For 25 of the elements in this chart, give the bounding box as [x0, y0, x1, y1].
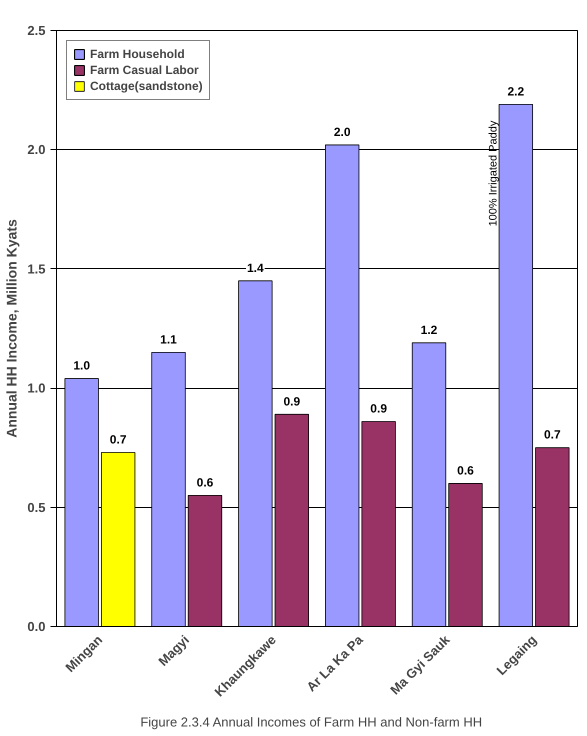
- caption: Figure 2.3.4 Annual Incomes of Farm HH and Non-farm HH: [140, 714, 482, 730]
- annotation: 100% Irrigated Paddy: [487, 120, 500, 226]
- data-label: 0.6: [196, 475, 214, 490]
- data-label: 0.7: [110, 432, 127, 446]
- y-tick-label: 0.5: [27, 500, 46, 515]
- legend-label: Cottage(sandstone): [90, 79, 203, 93]
- y-axis-title: Annual HH Income, Million Kyats: [3, 218, 20, 438]
- data-label: 1.0: [73, 358, 90, 373]
- data-label: 1.1: [160, 332, 178, 346]
- data-label: 2.2: [508, 84, 525, 98]
- y-tick-label: 1.5: [27, 261, 46, 276]
- data-label: 0.9: [370, 401, 388, 416]
- data-label: 0.7: [544, 428, 561, 442]
- legend-label: Farm Casual Labor: [90, 63, 199, 77]
- x-tick-label: Ar La Ka Pa: [304, 632, 366, 694]
- data-label: 1.2: [420, 322, 438, 337]
- legend-label: Farm Household: [90, 47, 185, 61]
- data-label: 0.6: [457, 463, 474, 478]
- y-tick-label: 1.0: [27, 380, 46, 396]
- data-label: 1.4: [247, 260, 264, 275]
- y-tick-label: 0.0: [27, 619, 46, 634]
- y-tick-label: 2.0: [27, 142, 46, 158]
- data-label: 2.0: [334, 124, 351, 139]
- data-label: 0.9: [283, 394, 300, 408]
- y-tick-label: 2.5: [27, 23, 46, 38]
